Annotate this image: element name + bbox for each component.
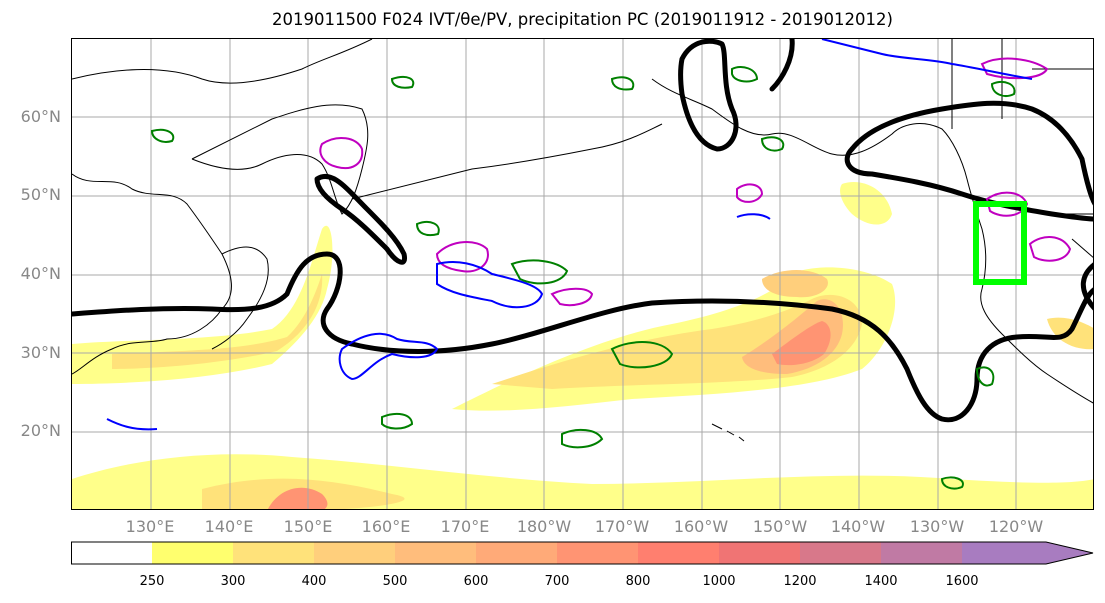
ivt-core-south [268,487,328,509]
colorbar [71,541,1094,565]
lon-label-180w: 180°W [516,517,572,536]
coastlines [72,39,1093,442]
colorbar-tick-600: 600 [463,574,489,589]
colorbar-tick-1000: 1000 [702,574,736,589]
lon-label-120w: 120°W [988,517,1044,536]
coast-alaska [651,78,1093,404]
theta-e-contour-east [1080,262,1093,311]
pv-magenta-contours [319,57,1072,307]
colorbar-segment-10 [881,542,962,564]
lon-label-160e: 160°E [361,517,411,536]
pv-blue-1 [436,261,544,309]
pv-blue-3 [821,39,1033,80]
precip-3 [610,341,674,369]
pv-blue-contours [106,39,1033,431]
lon-label-170w: 170°W [594,517,650,536]
precip-6 [975,366,995,387]
colorbar-tick-800: 800 [625,574,651,589]
graticule [72,39,1093,509]
map-panel [71,38,1094,510]
lon-label-140e: 140°E [204,517,254,536]
theta-e-contour-main [72,251,1093,423]
lon-label-150e: 150°E [283,517,333,536]
map-title: 2019011500 F024 IVT/θe/PV, precipitation… [272,10,893,29]
colorbar-segment-7 [638,542,719,564]
theta-e-contour-alaska-peak [769,39,795,92]
lat-label-60n: 60°N [20,107,61,126]
colorbar-tick-250: 250 [139,574,165,589]
pv-magenta-1 [319,137,364,169]
ivt-band-west-core [112,274,323,369]
pv-magenta-4 [736,183,764,203]
precip-7 [731,66,759,83]
coast-asia [72,173,232,375]
colorbar-segment-8 [719,542,800,564]
theta-e-contour-canada [849,100,1093,206]
map-canvas [72,39,1093,509]
colorbar-extend-arrow [962,542,1093,564]
pv-magenta-2 [435,241,489,273]
coast-siberia-north [72,39,373,84]
colorbar-outline [71,541,1094,565]
precip-12 [990,81,1016,97]
colorbar-segment-3 [314,542,395,564]
theta-e-contour-alaska-loop [678,39,739,152]
colorbar-tick-700: 700 [544,574,570,589]
precip-9 [150,128,175,143]
lat-label-50n: 50°N [20,185,61,204]
precip-2 [510,259,569,285]
coast-aleutians [351,123,663,200]
colorbar-tick-300: 300 [220,574,246,589]
lat-label-30n: 30°N [20,343,61,362]
precip-8 [610,76,635,91]
colorbar-segment-6 [557,542,638,564]
theta-e-contour-gulf [844,146,1093,222]
precip-5 [381,412,414,430]
colorbar-segment-4 [395,542,476,564]
precip-10 [940,476,964,490]
lat-label-40n: 40°N [20,264,61,283]
ivt-core-east-inner [772,321,831,366]
pv-magenta-3 [550,287,594,307]
lon-label-160w: 160°W [673,517,729,536]
pv-magenta-6 [1028,236,1072,262]
lon-label-170e: 170°E [440,517,490,536]
lon-label-130w: 130°W [909,517,965,536]
colorbar-tick-1400: 1400 [864,574,898,589]
ivt-shading [72,182,1093,509]
pv-magenta-7 [980,57,1049,80]
colorbar-segment-1 [152,542,233,564]
precip-4 [561,428,604,449]
colorbar-segment-0 [71,542,152,564]
lon-label-130e: 130°E [125,517,175,536]
highlight-box [973,201,1027,285]
colorbar-segment-2 [233,542,314,564]
colorbar-segment-9 [800,542,881,564]
theta-e-contour-north-pacific [314,173,408,265]
coast-japan [211,246,269,350]
precip-13 [415,221,440,237]
colorbar-segment-5 [476,542,557,564]
lat-label-20n: 20°N [20,421,61,440]
precip-1 [390,76,415,89]
precip-11 [760,136,785,152]
colorbar-tick-400: 400 [301,574,327,589]
colorbar-tick-500: 500 [382,574,408,589]
coast-kamchatka [191,104,369,215]
pv-blue-2 [338,332,439,381]
ivt-ne-patch [840,182,892,225]
colorbar-tick-1600: 1600 [945,574,979,589]
pv-blue-5 [736,213,771,220]
pv-blue-4 [106,418,158,431]
lon-label-140w: 140°W [830,517,886,536]
coast-hawaii [711,423,745,442]
colorbar-tick-1200: 1200 [783,574,817,589]
ivt-core-north [762,270,828,298]
lon-label-150w: 150°W [752,517,808,536]
theta-e-contours [72,39,1093,423]
border-canada [951,39,1093,258]
precip-contours [150,66,1016,490]
